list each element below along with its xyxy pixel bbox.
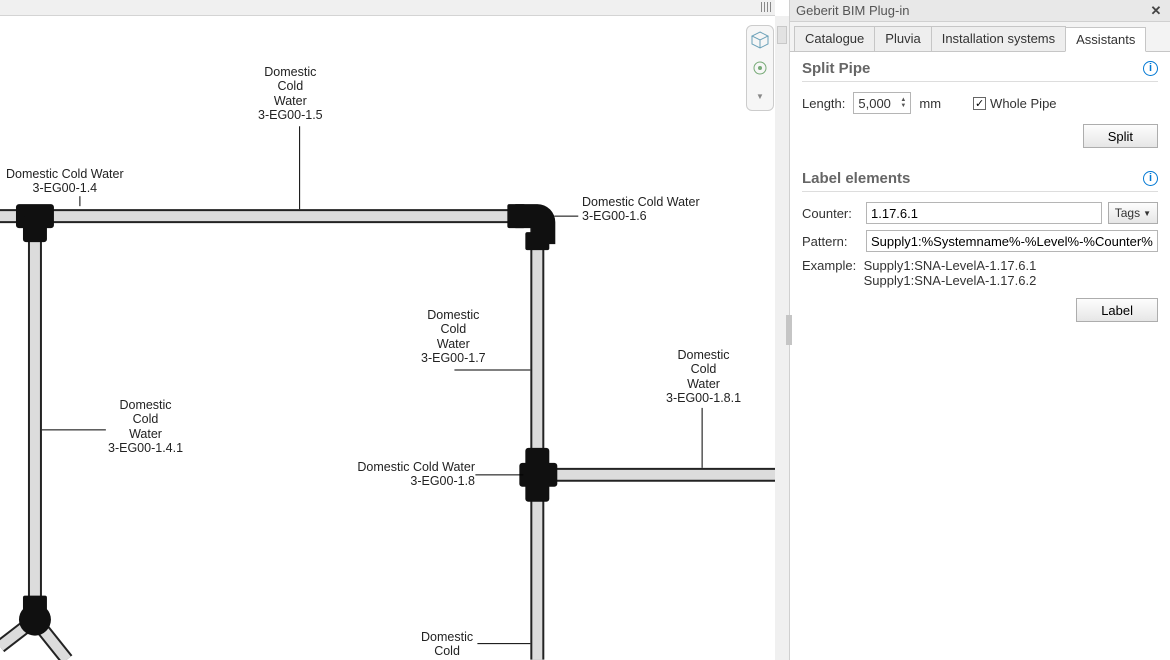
pipe-label: Domestic Cold Water 3-EG00-1.8.1 [666,348,741,406]
steering-wheel-icon[interactable] [750,58,770,78]
panel-resizer[interactable] [785,0,793,660]
length-label: Length: [802,96,845,111]
tags-button[interactable]: Tags ▼ [1108,202,1158,224]
pipe-label: Domestic Cold [421,630,473,659]
section-split-pipe: Split Pipe i Length: 5,000 ▲▼ mm ✓ Whole… [790,52,1170,162]
pipe-label: Domestic Cold Water 3-EG00-1.8 [355,460,475,489]
close-icon[interactable]: ✕ [1148,3,1164,19]
pipe-label: Domestic Cold Water 3-EG00-1.4 [6,167,124,196]
section-label-elements: Label elements i Counter: Tags ▼ Pattern… [790,162,1170,336]
length-unit: mm [919,96,941,111]
chevron-down-icon: ▼ [1143,209,1151,218]
example-block: Example: Supply1:SNA-LevelA-1.17.6.1 Sup… [802,258,1158,288]
navcube-icon[interactable] [750,30,770,50]
pipe-label: Domestic Cold Water 3-EG00-1.7 [421,308,486,366]
chevron-down-icon[interactable]: ▼ [750,86,770,106]
pattern-label: Pattern: [802,234,860,249]
info-icon[interactable]: i [1143,61,1158,76]
pipe-network [0,0,789,660]
label-button[interactable]: Label [1076,298,1158,322]
view-tools: ▼ [746,25,774,111]
tab-catalogue[interactable]: Catalogue [794,26,875,51]
tab-assistants[interactable]: Assistants [1065,27,1146,52]
plugin-panel: Geberit BIM Plug-in ✕ Catalogue Pluvia I… [790,0,1170,660]
viewport[interactable]: Domestic Cold Water 3-EG00-1.4 Domestic … [0,0,790,660]
section-title: Label elements [802,170,910,187]
tab-installation-systems[interactable]: Installation systems [931,26,1066,51]
panel-titlebar[interactable]: Geberit BIM Plug-in ✕ [790,0,1170,22]
counter-label: Counter: [802,206,860,221]
section-title: Split Pipe [802,60,870,77]
tabs: Catalogue Pluvia Installation systems As… [790,22,1170,52]
pipe-label: Domestic Cold Water 3-EG00-1.5 [258,65,323,123]
tab-pluvia[interactable]: Pluvia [874,26,931,51]
counter-input[interactable] [866,202,1102,224]
pattern-input[interactable] [866,230,1158,252]
spin-down-icon[interactable]: ▼ [900,103,906,109]
info-icon[interactable]: i [1143,171,1158,186]
whole-pipe-checkbox[interactable]: ✓ Whole Pipe [973,96,1056,111]
split-button[interactable]: Split [1083,124,1158,148]
length-input[interactable]: 5,000 ▲▼ [853,92,911,114]
panel-title: Geberit BIM Plug-in [796,3,909,18]
pipe-label: Domestic Cold Water 3-EG00-1.6 [582,195,700,224]
pipe-label: Domestic Cold Water 3-EG00-1.4.1 [108,398,183,456]
